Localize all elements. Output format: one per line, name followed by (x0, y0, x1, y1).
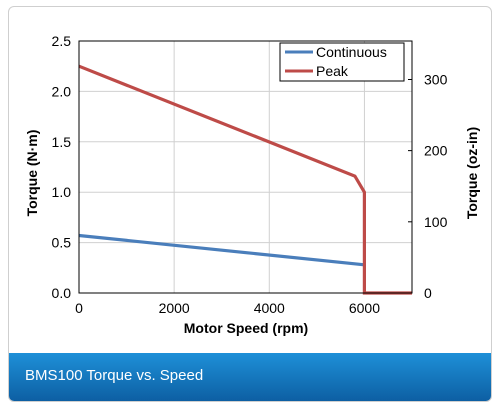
y-tick-label: 2.0 (52, 83, 72, 99)
y-tick-label: 2.5 (52, 33, 72, 49)
y-tick-label: 0.5 (52, 235, 72, 251)
y-axis-label: Torque (N·m) (24, 130, 40, 217)
legend: Continuous Peak (279, 42, 405, 82)
x-tick-label: 4000 (254, 300, 285, 316)
x-tick-label: 2000 (159, 300, 190, 316)
legend-label-continuous: Continuous (316, 44, 387, 60)
y-tick-label: 0.0 (52, 285, 72, 301)
legend-label-peak: Peak (316, 63, 349, 79)
x-axis-label: Motor Speed (rpm) (184, 320, 308, 336)
y-right-tick-label: 0 (424, 285, 432, 301)
x-tick-label: 6000 (349, 300, 380, 316)
y-tick-label: 1.0 (52, 184, 72, 200)
chart-caption: BMS100 Torque vs. Speed (25, 367, 204, 384)
y-right-tick-label: 100 (424, 214, 448, 230)
y-right-tick-label: 300 (424, 71, 448, 87)
y-tick-label: 1.5 (52, 134, 72, 150)
plot-frame (78, 40, 413, 294)
series-line-peak (78, 64, 412, 295)
y-right-tick-label: 200 (424, 143, 448, 159)
tick-labels: 0 2000 4000 6000 0.0 0.5 1.0 1.5 2.0 2.5 0 100 200 30… (52, 33, 448, 316)
series-layer (78, 64, 412, 295)
series-line-continuous (78, 233, 365, 267)
torque-speed-chart: 0 2000 4000 6000 0.0 0.5 1.0 1.5 2.0 2.5 0 100 200 30… (24, 33, 480, 336)
chart-card: 0 2000 4000 6000 0.0 0.5 1.0 1.5 2.0 2.5 0 100 200 30… (8, 6, 492, 402)
x-tick-label: 0 (75, 300, 83, 316)
y-right-axis-label: Torque (oz-in) (464, 127, 480, 219)
caption-bar: BMS100 Torque vs. Speed (9, 353, 491, 401)
legend-box (279, 42, 405, 82)
